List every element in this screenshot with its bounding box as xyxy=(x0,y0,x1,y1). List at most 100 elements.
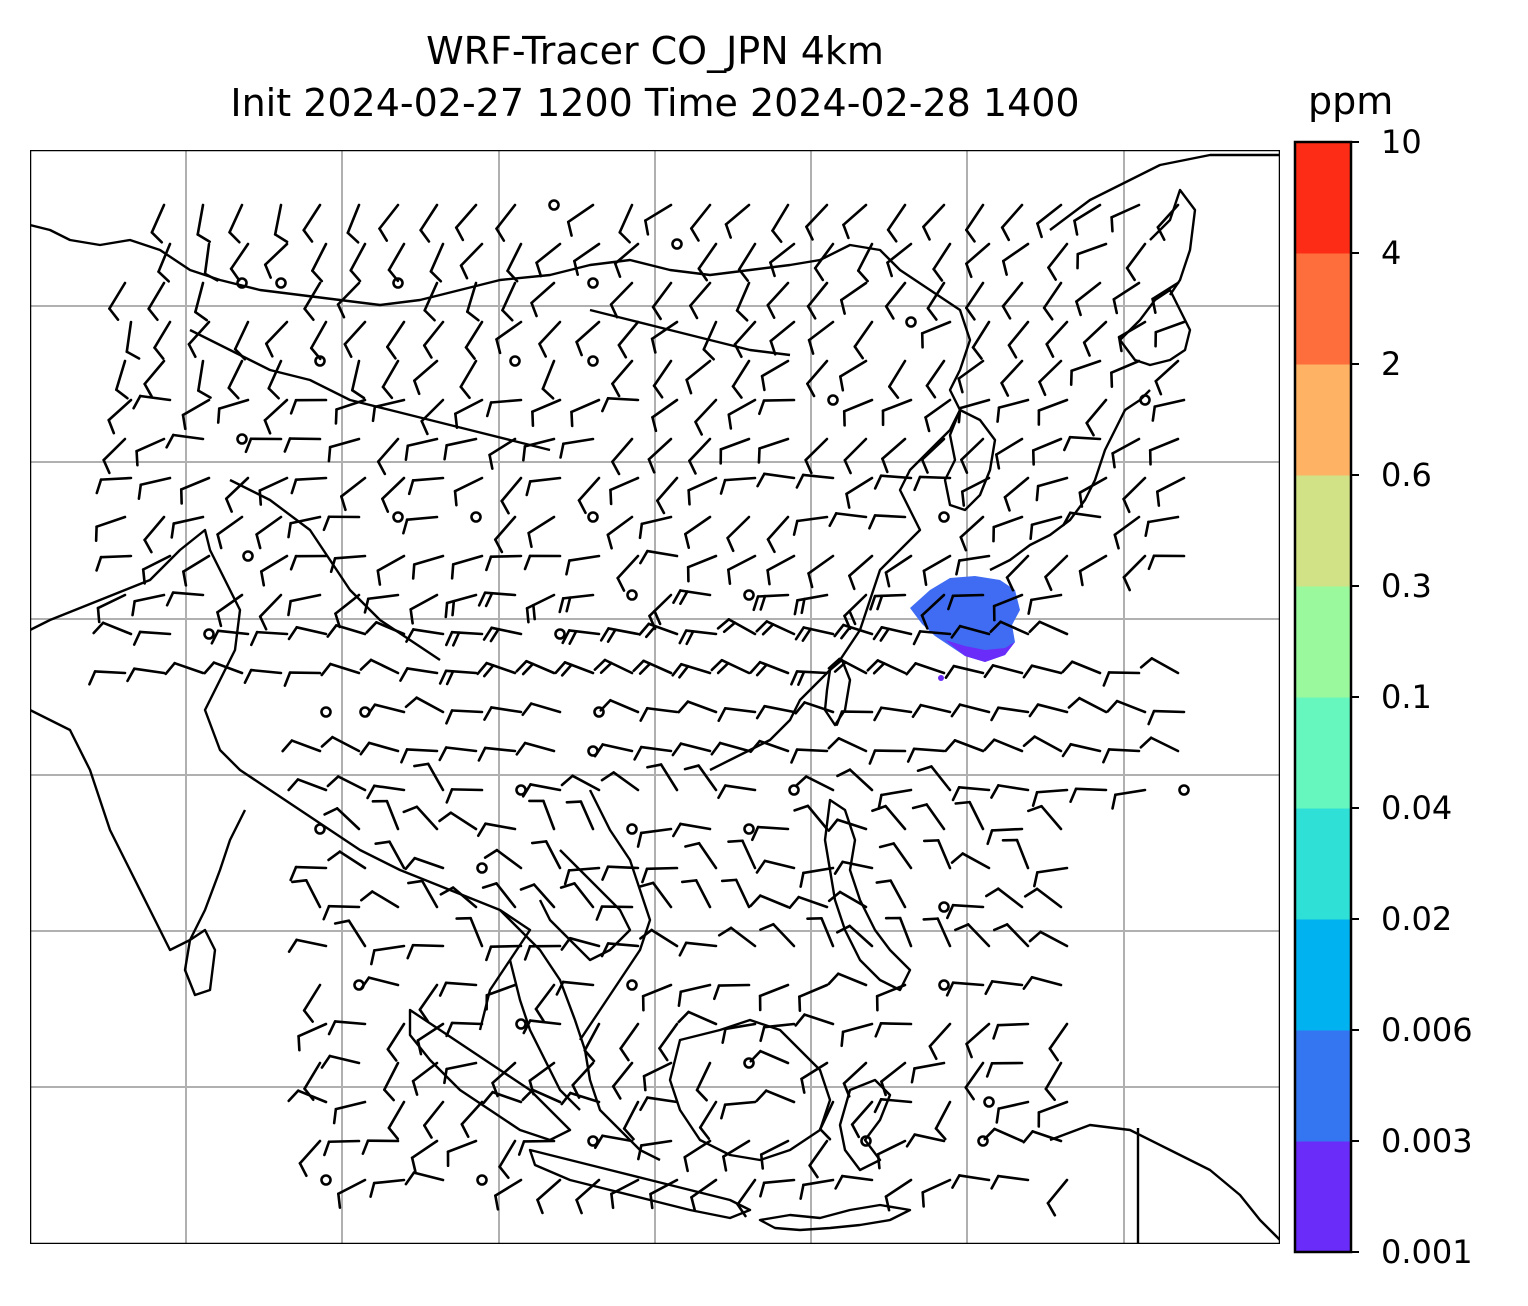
wind-barb-staff xyxy=(1078,554,1108,573)
wind-barb-staff xyxy=(309,320,328,350)
wind-barb-feather xyxy=(359,890,374,902)
wind-barb xyxy=(1022,975,1063,990)
wind-barb-staff xyxy=(690,1178,718,1199)
wind-barb-feather xyxy=(416,1039,423,1056)
wind-barb xyxy=(613,242,640,279)
wind-barb xyxy=(488,437,517,470)
wind-barb-feather xyxy=(263,263,272,279)
calm-wind-circle xyxy=(242,550,254,562)
wind-barb-staff xyxy=(717,983,751,987)
wind-barb xyxy=(459,359,478,400)
gulf-of-thailand xyxy=(538,849,632,962)
wind-barb-staff xyxy=(413,359,439,382)
wind-barb xyxy=(1125,242,1147,282)
wind-barb-feather xyxy=(443,1067,448,1085)
wind-barb-staff xyxy=(381,476,406,501)
calm-wind-circle xyxy=(938,511,950,523)
wind-barb-staff xyxy=(958,398,991,410)
wind-barb xyxy=(1075,281,1102,317)
wind-barb xyxy=(443,1061,478,1085)
wind-barb xyxy=(884,1178,913,1212)
co-tracer-plume xyxy=(910,576,1020,681)
wind-barb-feather xyxy=(913,475,922,492)
wind-barb xyxy=(680,879,712,909)
wind-barb-staff xyxy=(619,1022,640,1050)
wind-barb-staff xyxy=(650,320,679,341)
wind-barb-feather xyxy=(164,661,176,676)
wind-barb-staff xyxy=(264,320,289,346)
wind-barb-feather xyxy=(922,839,940,843)
wind-barb-feather xyxy=(334,612,342,629)
wind-barb xyxy=(671,742,712,757)
wind-barb xyxy=(922,203,946,241)
wind-barb xyxy=(501,281,517,322)
wind-barb-feather xyxy=(880,1080,887,1097)
wind-barb xyxy=(833,860,874,875)
wind-barb-feather xyxy=(1044,575,1053,592)
wind-barb-staff xyxy=(460,1100,484,1126)
wind-barb-feather xyxy=(283,671,292,687)
wind-barb-feather xyxy=(818,1127,832,1141)
wind-barb-feather xyxy=(944,739,957,753)
wind-barb xyxy=(361,1139,400,1156)
wind-barb-staff xyxy=(333,554,367,560)
wind-barb-feather xyxy=(876,594,884,611)
wind-barb-feather xyxy=(485,401,493,418)
colorbar-segment xyxy=(1295,475,1351,587)
wind-barb-staff xyxy=(648,593,673,618)
calm-wind-circle xyxy=(353,979,365,991)
wind-barb-staff xyxy=(1045,320,1069,346)
wind-barb-staff xyxy=(495,882,517,909)
wind-barb-feather xyxy=(1102,748,1111,764)
wind-barb-feather xyxy=(369,1181,376,1198)
wind-barb xyxy=(716,618,757,636)
wind-barb-feather xyxy=(194,310,209,322)
wind-barb xyxy=(684,841,718,870)
wind-barb-feather xyxy=(150,231,164,244)
wind-barb xyxy=(243,668,283,684)
wind-barb-feather xyxy=(488,453,494,470)
wind-barb-staff xyxy=(606,396,640,402)
wind-barb xyxy=(216,593,244,628)
wind-barb-staff xyxy=(450,1021,484,1026)
wind-barb xyxy=(818,1100,835,1141)
wind-barb-staff xyxy=(423,1100,445,1127)
wind-barb-staff xyxy=(99,476,133,481)
wind-barb xyxy=(873,706,913,722)
wind-barb-staff xyxy=(295,626,328,636)
map-panel xyxy=(30,150,1280,1244)
wind-barb xyxy=(523,554,562,571)
wind-barb-staff xyxy=(881,398,913,413)
wind-barb-staff xyxy=(1156,203,1180,229)
wind-barb-staff xyxy=(924,398,952,419)
wind-barb-staff xyxy=(1005,923,1030,948)
wind-barb-feather xyxy=(906,747,916,763)
wind-barb-feather xyxy=(381,385,394,400)
wind-barb xyxy=(685,359,712,395)
wind-barb xyxy=(477,591,517,608)
wind-barb xyxy=(287,626,328,641)
wind-barb-feather xyxy=(872,626,884,641)
wind-barb-feather xyxy=(672,589,682,604)
wind-barb-staff xyxy=(216,593,244,614)
wind-barb-feather xyxy=(799,871,805,888)
wind-barb xyxy=(759,1139,790,1170)
wind-barb xyxy=(1031,437,1063,466)
wind-barb-feather xyxy=(835,710,844,726)
wind-barb-feather xyxy=(995,1107,1001,1124)
wind-barb xyxy=(990,706,1030,722)
wind-barb-staff xyxy=(138,394,172,402)
timor xyxy=(758,1203,912,1232)
wind-barb xyxy=(423,1100,445,1139)
wind-barb xyxy=(954,800,985,831)
wind-barb-staff xyxy=(842,1061,868,1085)
wind-barb-staff xyxy=(843,437,868,462)
wind-barb-staff xyxy=(640,1139,673,1147)
wind-barb-feather xyxy=(577,499,587,515)
wind-barb-feather xyxy=(756,472,766,488)
wind-barb xyxy=(334,398,367,425)
wind-barb-feather xyxy=(575,340,583,357)
wind-barb-feather xyxy=(1031,790,1039,807)
wind-barb xyxy=(601,865,640,881)
wind-barb-staff xyxy=(806,281,829,308)
